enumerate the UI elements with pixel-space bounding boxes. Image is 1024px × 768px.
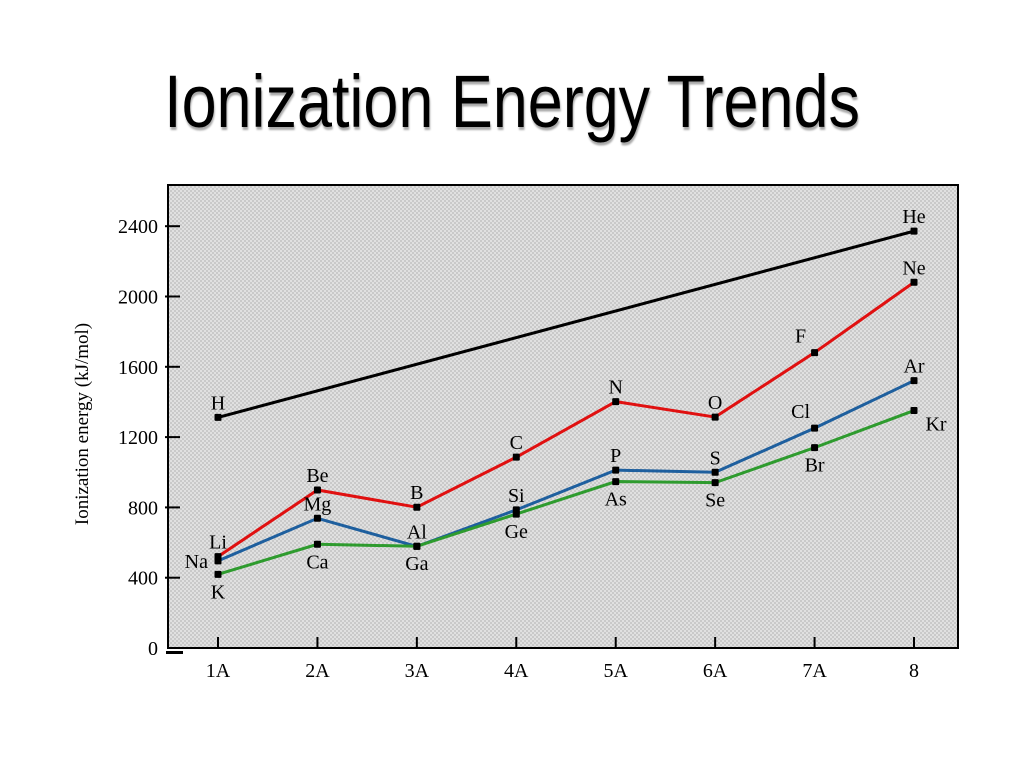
element-label-C: C <box>510 432 523 454</box>
data-point-Be <box>313 486 321 494</box>
x-tick <box>614 637 617 647</box>
data-point-C <box>512 453 520 461</box>
element-label-Ne: Ne <box>902 257 925 279</box>
series-line-K-Kr <box>217 409 915 576</box>
data-point-O <box>711 413 719 421</box>
x-tick <box>813 637 816 647</box>
data-point-Ar <box>910 377 918 385</box>
x-tick-label: 8 <box>909 660 919 682</box>
y-tick-label: 2000 <box>118 287 158 309</box>
x-tick <box>714 637 717 647</box>
data-point-P <box>612 466 620 474</box>
series-line-H-He <box>217 229 915 419</box>
data-point-He <box>910 227 918 235</box>
y-tick <box>165 506 180 509</box>
series-line-Li-Ne <box>217 281 915 558</box>
element-label-Ca: Ca <box>306 551 328 573</box>
element-label-B: B <box>410 482 423 504</box>
y-axis-title: Ionization energy (kJ/mol) <box>72 323 93 525</box>
element-label-P: P <box>610 445 621 467</box>
data-point-Kr <box>910 407 918 415</box>
data-point-As <box>612 478 620 486</box>
y-tick-label: 2400 <box>118 216 158 238</box>
x-tick <box>415 637 418 647</box>
origin-dash <box>166 651 183 654</box>
data-point-F <box>811 349 819 357</box>
element-label-Na: Na <box>185 551 208 573</box>
element-label-Kr: Kr <box>925 414 946 436</box>
data-point-Ca <box>313 540 321 548</box>
x-tick <box>515 637 518 647</box>
element-label-Si: Si <box>508 485 525 507</box>
y-tick <box>165 225 180 228</box>
data-point-Na <box>214 557 222 565</box>
element-label-Be: Be <box>306 465 328 487</box>
x-tick <box>913 637 916 647</box>
data-point-B <box>413 503 421 511</box>
y-tick-label: 400 <box>128 568 158 590</box>
element-label-Al: Al <box>407 521 427 543</box>
x-tick-label: 4A <box>504 660 529 682</box>
plot-border <box>167 184 959 649</box>
data-point-Ne <box>910 278 918 286</box>
element-label-O: O <box>708 392 722 414</box>
y-tick-label: 1200 <box>118 427 158 449</box>
plot-area-background <box>168 185 958 648</box>
element-label-He: He <box>902 206 925 228</box>
series-line-Na-Ar <box>217 379 915 563</box>
y-tick <box>165 295 180 298</box>
data-point-H <box>214 413 222 421</box>
data-point-N <box>612 398 620 406</box>
element-label-N: N <box>608 377 622 399</box>
data-point-Ge <box>512 510 520 518</box>
y-tick <box>165 365 180 368</box>
element-label-Ar: Ar <box>903 356 924 378</box>
element-label-Ge: Ge <box>505 521 528 543</box>
x-tick-label: 1A <box>206 660 231 682</box>
x-tick <box>217 637 219 647</box>
element-label-F: F <box>795 326 806 348</box>
y-tick <box>165 436 180 439</box>
y-tick-label: 1600 <box>118 357 158 379</box>
element-label-Se: Se <box>705 490 725 512</box>
element-label-Mg: Mg <box>304 493 332 515</box>
data-point-K <box>214 570 222 578</box>
data-point-Br <box>811 444 819 452</box>
x-tick-label: 2A <box>305 660 330 682</box>
element-label-Ga: Ga <box>405 553 428 575</box>
element-label-S: S <box>710 447 721 469</box>
x-tick-label: 3A <box>405 660 430 682</box>
x-tick-label: 6A <box>703 660 728 682</box>
y-tick-label: 0 <box>148 638 158 660</box>
element-label-Li: Li <box>209 532 227 554</box>
x-tick-label: 5A <box>603 660 628 682</box>
y-tick-label: 800 <box>128 497 158 519</box>
slide-title: Ionization Energy Trends <box>164 60 860 143</box>
y-tick <box>165 576 180 579</box>
data-point-Ga <box>413 542 421 550</box>
element-label-K: K <box>211 581 226 603</box>
data-point-Cl <box>811 424 819 432</box>
data-point-Mg <box>313 514 321 522</box>
element-label-H: H <box>211 392 225 414</box>
x-tick <box>316 637 319 647</box>
element-label-Br: Br <box>805 455 825 477</box>
x-tick-label: 7A <box>802 660 827 682</box>
data-point-S <box>711 468 719 476</box>
element-label-As: As <box>605 489 627 511</box>
element-label-Cl: Cl <box>791 401 810 423</box>
data-point-Se <box>711 479 719 487</box>
